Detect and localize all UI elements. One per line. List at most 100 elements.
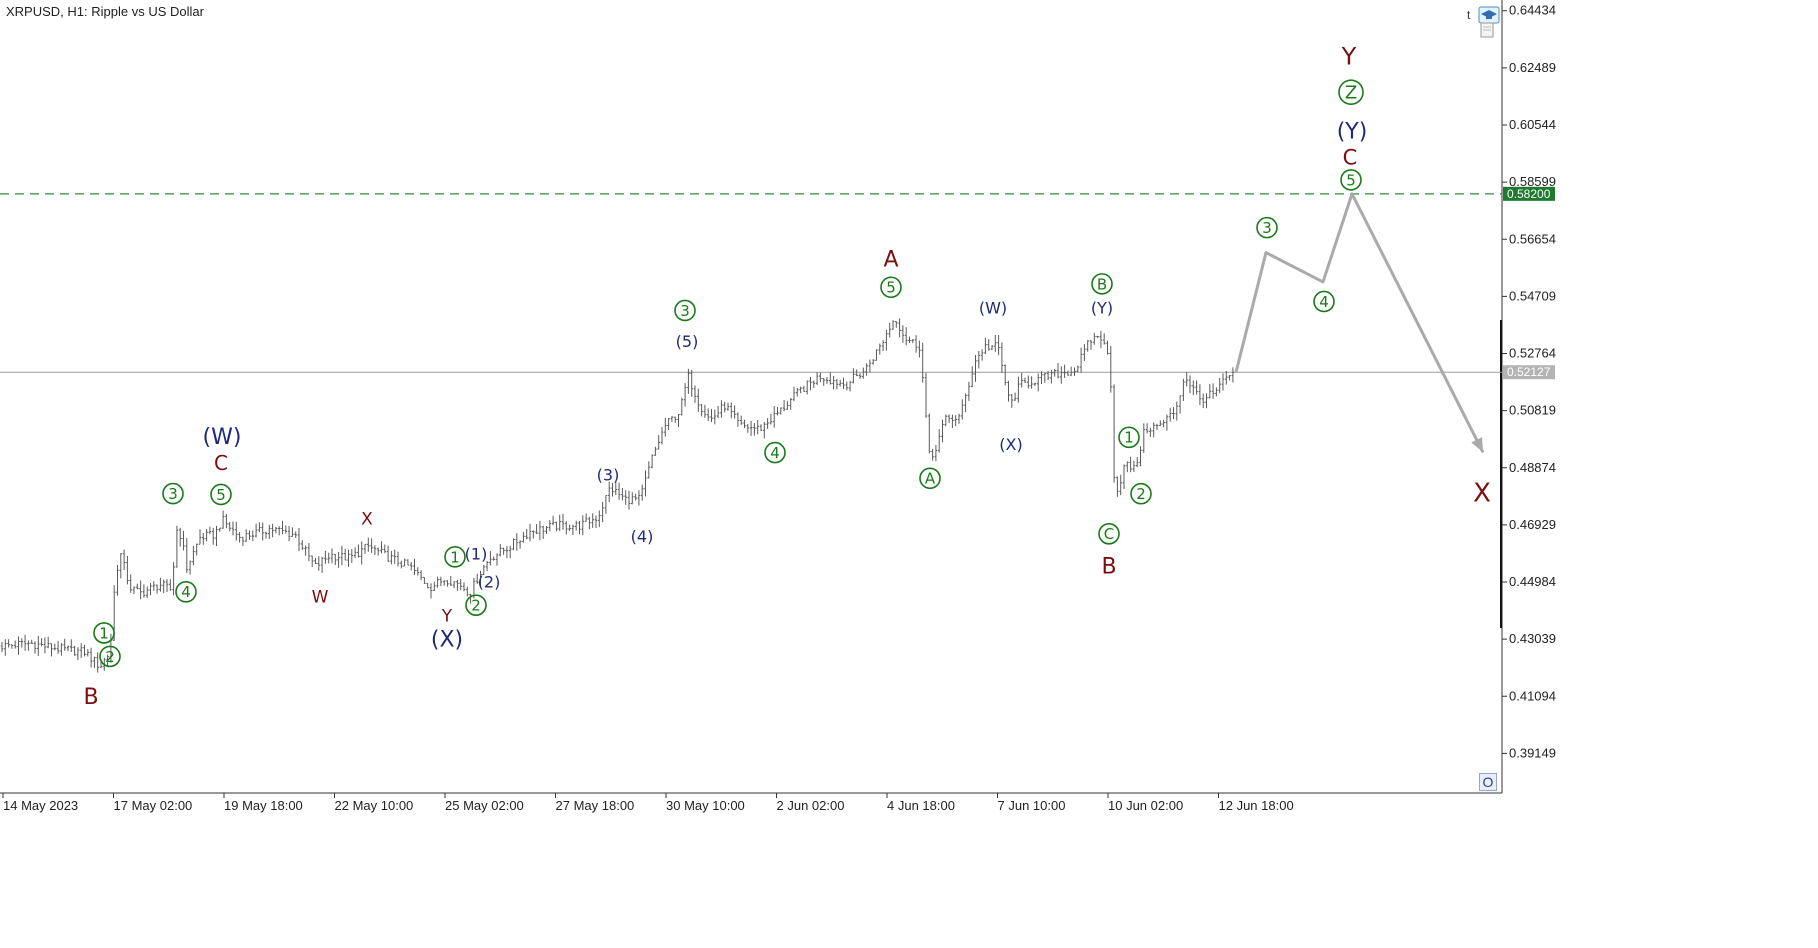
x-tick-label: 30 May 10:00 [666,798,745,813]
wave-label: 1 [99,624,109,642]
y-tick-label: 0.58599 [1509,174,1556,189]
wave-label: 4 [1319,293,1329,311]
y-tick-label: 0.50819 [1509,403,1556,418]
wave-label-circle [1098,523,1120,545]
wave-label-circle [210,483,232,506]
x-tick-label: 7 Jun 10:00 [998,798,1066,813]
wave-label: 5 [1346,171,1356,189]
wave-label-circle [1340,169,1362,191]
x-tick-label: 22 May 10:00 [335,798,414,813]
wave-label-circle [444,546,466,568]
wave-label: B [1101,554,1116,579]
x-tick-label: 27 May 18:00 [556,798,635,813]
wave-label: (X) [431,628,463,653]
wave-label: 2 [471,597,481,615]
price-tag-label: 0.52127 [1507,365,1551,379]
wave-label: 2 [105,648,115,666]
graduation-cap-icon[interactable] [1478,6,1500,24]
chart-title: XRPUSD, H1: Ripple vs US Dollar [6,4,204,19]
wave-label: 2 [1136,485,1146,503]
wave-label: Z [1345,83,1357,104]
corner-label: O [1482,774,1494,790]
wave-label-circle [1091,273,1113,295]
x-tick-label: 14 May 2023 [3,798,78,813]
forecast-arrowhead [1471,437,1483,453]
wave-label: C [1343,145,1358,169]
y-tick-label: 0.44984 [1509,574,1556,589]
wave-label-circle [880,276,902,299]
x-tick-label: 10 Jun 02:00 [1108,798,1183,813]
wave-label: (W) [203,425,242,450]
wave-label: A [883,247,898,272]
price-tag-box [1503,365,1555,380]
wave-label-circle [1313,290,1335,313]
x-tick-label: 4 Jun 18:00 [887,798,955,813]
wave-label: C [1104,525,1114,543]
y-tick-label: 0.52764 [1509,346,1556,361]
y-tick-label: 0.60544 [1509,117,1556,132]
y-tick-label: 0.62489 [1509,60,1556,75]
wave-label: 1 [450,548,460,566]
wave-label: 5 [886,279,896,297]
wave-label-circle [919,467,941,490]
wave-label-circle [1118,426,1140,449]
x-tick-label: 19 May 18:00 [224,798,303,813]
wave-label-circle [764,441,786,464]
wave-label: Y [441,606,453,626]
wave-label-circle [99,645,121,668]
wave-label: X [1473,478,1491,508]
wave-label: 3 [168,485,178,503]
y-tick-label: 0.46929 [1509,517,1556,532]
wave-label: (4) [631,527,654,546]
wave-label: (1) [465,544,488,563]
toolbar-t-label[interactable]: t [1467,8,1471,22]
wave-label-circle [674,299,696,322]
wave-label: A [925,470,936,488]
wave-label: Y [1341,43,1357,71]
wave-label-circle [465,594,487,616]
price-tag-label: 0.58200 [1507,187,1551,201]
wave-label: 4 [770,444,780,462]
y-tick-label: 0.48874 [1509,460,1556,475]
x-tick-label: 2 Jun 02:00 [777,798,845,813]
wave-label-circle [1338,79,1364,106]
wave-label: B [83,685,98,710]
y-tick-label: 0.64434 [1509,3,1556,18]
wave-label: 4 [181,583,191,601]
wave-label: B [1097,275,1107,293]
y-tick-label: 0.56654 [1509,231,1556,246]
wave-label: (2) [478,573,501,592]
wave-label: 3 [680,302,690,320]
y-tick-label: 0.43039 [1509,631,1556,646]
wave-label: (X) [999,435,1022,454]
wave-label: W [312,588,329,608]
candles [0,318,1235,673]
price-tag-box [1503,186,1555,201]
wave-label: 5 [216,486,226,504]
y-tick-label: 0.39149 [1509,745,1556,760]
wave-label: 3 [1262,219,1272,237]
y-tick-label: 0.41094 [1509,688,1556,703]
wave-label-circle [1256,216,1278,239]
wave-label-circle [162,482,184,505]
document-icon[interactable] [1480,22,1494,38]
wave-label: C [214,451,228,475]
wave-label: (Y) [1337,119,1368,144]
x-tick-label: 25 May 02:00 [445,798,524,813]
forecast-path[interactable] [1234,192,1485,453]
wave-label: (3) [597,465,620,484]
wave-label-circle [1130,482,1152,505]
x-tick-label: 17 May 02:00 [114,798,193,813]
x-tick-label: 12 Jun 18:00 [1219,798,1294,813]
wave-label: (5) [676,332,699,351]
wave-label: (W) [979,298,1007,317]
wave-label-circle [93,622,115,644]
wave-label: (Y) [1091,298,1113,317]
y-tick-label: 0.54709 [1509,288,1556,303]
corner-label-box[interactable]: O [1479,773,1497,791]
wave-label: 1 [1124,429,1134,447]
wave-label-circle [175,581,197,603]
